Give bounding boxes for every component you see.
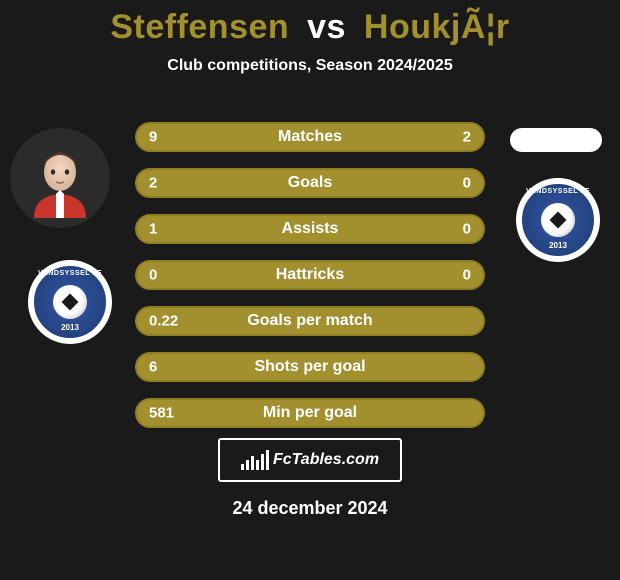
player2-avatar-placeholder [510,128,602,152]
date: 24 december 2024 [0,498,620,519]
title-player1: Steffensen [110,8,289,46]
logo-bar [246,460,249,470]
player1-avatar [10,128,110,228]
logo-bar [261,454,264,470]
logo-bar [266,450,269,470]
logo-brand-text: FcTables.com [273,451,379,469]
stat-row: 6Shots per goal [135,352,485,382]
logo-bar [251,456,254,470]
stat-value-left: 9 [149,129,157,146]
stat-label: Goals per match [137,312,483,330]
stat-label: Min per goal [137,404,483,422]
title-vs: vs [307,8,346,46]
stat-value-left: 581 [149,405,174,422]
stat-row: 0Hattricks0 [135,260,485,290]
stat-label: Goals [137,174,483,192]
stat-value-left: 1 [149,221,157,238]
stat-row: 581Min per goal [135,398,485,428]
stat-row: 2Goals0 [135,168,485,198]
stat-value-right: 0 [463,221,471,238]
player1-club-badge: VENDSYSSEL FF 2013 [28,260,112,344]
stat-value-left: 6 [149,359,157,376]
stat-value-right: 0 [463,175,471,192]
stat-row: 9Matches2 [135,122,485,152]
stat-row: 0.22Goals per match [135,306,485,336]
title-player2: HoukjÃ¦r [364,8,510,46]
stat-value-left: 0 [149,267,157,284]
club-badge-text-top: VENDSYSSEL FF [34,270,106,277]
stat-value-right: 0 [463,267,471,284]
stat-row: 1Assists0 [135,214,485,244]
stat-label: Assists [137,220,483,238]
logo-bars-icon [241,450,269,470]
stat-value-left: 2 [149,175,157,192]
player-silhouette-icon [20,138,100,218]
title: Steffensen vs HoukjÃ¦r [0,0,620,47]
stat-label: Shots per goal [137,358,483,376]
soccer-ball-icon [53,285,87,319]
stat-value-right: 2 [463,129,471,146]
stat-label: Matches [137,128,483,146]
stat-label: Hattricks [137,266,483,284]
fctables-logo[interactable]: FcTables.com [218,438,402,482]
stats-container: 9Matches22Goals01Assists00Hattricks00.22… [135,122,485,444]
soccer-ball-icon [541,203,575,237]
comparison-card: Steffensen vs HoukjÃ¦r Club competitions… [0,0,620,580]
club-badge-year: 2013 [522,241,594,250]
logo-bar [241,464,244,470]
stat-value-left: 0.22 [149,313,178,330]
player2-club-badge: VENDSYSSEL FF 2013 [516,178,600,262]
club-badge-text-top: VENDSYSSEL FF [522,188,594,195]
logo-bar [256,460,259,470]
subtitle: Club competitions, Season 2024/2025 [0,57,620,75]
club-badge-year: 2013 [34,323,106,332]
